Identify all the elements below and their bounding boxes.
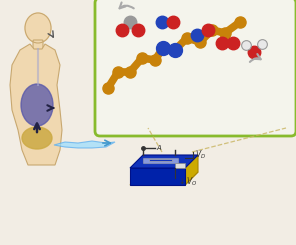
Polygon shape	[10, 44, 62, 165]
Polygon shape	[175, 163, 185, 168]
Polygon shape	[54, 141, 115, 148]
Polygon shape	[185, 155, 198, 185]
Polygon shape	[143, 158, 178, 163]
Text: $A$: $A$	[156, 143, 162, 151]
Text: $V_D$: $V_D$	[195, 149, 206, 161]
Ellipse shape	[21, 84, 53, 126]
Polygon shape	[130, 172, 198, 185]
FancyBboxPatch shape	[33, 40, 43, 50]
Polygon shape	[149, 159, 172, 161]
Ellipse shape	[25, 13, 51, 43]
FancyBboxPatch shape	[95, 0, 296, 136]
Ellipse shape	[22, 127, 52, 149]
Polygon shape	[130, 168, 185, 185]
Polygon shape	[130, 155, 198, 168]
Text: $\downarrow V_O$: $\downarrow V_O$	[177, 176, 198, 188]
